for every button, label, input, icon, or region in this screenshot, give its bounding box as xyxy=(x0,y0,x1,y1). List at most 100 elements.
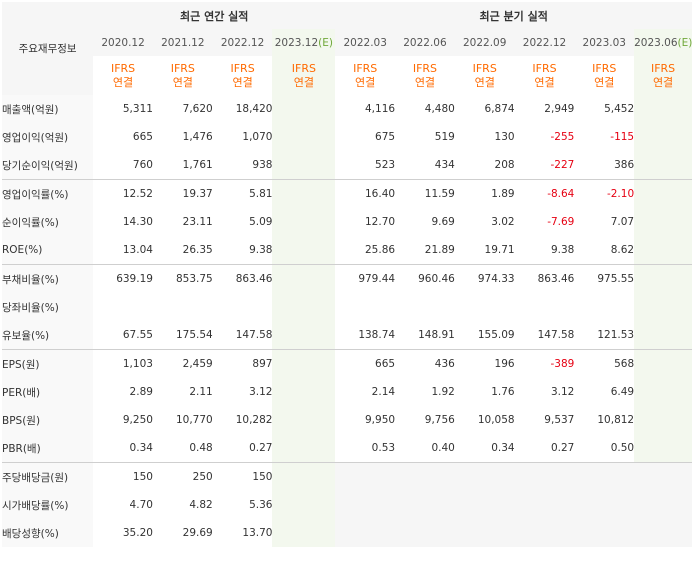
table-cell: 2.11 xyxy=(189,386,213,398)
financial-table-body: 매출액(억원) 5,311 7,620 18,420 4,116 4,480 6,874 2,… xyxy=(2,95,692,547)
table-cell: 0.40 xyxy=(395,434,455,463)
table-cell: 13.70 xyxy=(242,527,273,539)
row-label: 영업이익률(%) xyxy=(2,179,94,208)
table-cell xyxy=(454,462,515,491)
basis-header: IFRS 연결 xyxy=(93,56,153,95)
table-cell xyxy=(272,321,336,350)
table-cell: 148.91 xyxy=(395,321,455,350)
table-cell: 10,058 xyxy=(477,414,515,426)
estimate-mark: (E) xyxy=(318,36,333,49)
row-label: 영업이익(억원) xyxy=(2,123,94,151)
table-cell xyxy=(634,179,692,208)
basis-standard: IFRS xyxy=(230,61,255,75)
table-cell: 1.92 xyxy=(431,386,455,398)
table-cell: 760 xyxy=(93,151,153,180)
row-label: 당좌비율(%) xyxy=(2,293,94,321)
period-label: 2022.09 xyxy=(463,36,507,49)
period-header: 2023.03 xyxy=(574,29,635,56)
basis-standard: IFRS xyxy=(170,61,195,75)
table-cell: 0.34 xyxy=(454,434,515,463)
table-cell: -8.64 xyxy=(547,188,575,200)
table-cell xyxy=(272,406,336,434)
table-cell: 26.35 xyxy=(152,236,213,265)
basis-header: IFRS 연결 xyxy=(335,56,396,95)
table-cell: 6,874 xyxy=(484,103,515,115)
table-cell: 1,476 xyxy=(182,131,213,143)
period-header: 2022.06 xyxy=(395,29,455,56)
basis-scope: 연결 xyxy=(414,75,436,89)
table-cell: 9,756 xyxy=(424,414,455,426)
table-cell: 979.44 xyxy=(358,273,396,285)
table-cell: 147.58 xyxy=(212,321,273,350)
table-cell: -255 xyxy=(550,131,575,143)
table-cell xyxy=(395,293,455,321)
table-row: 유보율(%) 67.55 175.54 147.58 138.74 148.91 155.0… xyxy=(2,321,692,350)
table-cell xyxy=(514,491,575,519)
row-label: 당기순이익(억원) xyxy=(2,151,94,180)
table-cell xyxy=(634,462,692,491)
table-cell xyxy=(455,293,515,321)
table-cell: 250 xyxy=(192,471,213,483)
period-label: 2022.06 xyxy=(403,36,447,49)
table-cell: 434 xyxy=(395,151,455,180)
row-label: 시가배당률(%) xyxy=(2,491,94,519)
table-cell xyxy=(574,462,635,491)
table-cell: 9,250 xyxy=(122,414,153,426)
basis-header: IFRS 연결 xyxy=(514,56,575,95)
table-cell: 0.34 xyxy=(93,434,153,463)
table-cell: 150 xyxy=(252,471,273,483)
basis-standard: IFRS xyxy=(412,61,438,75)
basis-scope: 연결 xyxy=(172,75,193,89)
table-cell xyxy=(634,349,692,378)
table-cell: 5.09 xyxy=(249,216,273,228)
basis-standard: IFRS xyxy=(291,61,316,75)
quarter-group-header: 최근 분기 실적 xyxy=(335,2,692,29)
table-cell: 8.62 xyxy=(574,236,635,265)
table-row: PBR(배) 0.34 0.48 0.27 0.53 0.40 0.34 0.27 0.50 xyxy=(2,434,692,463)
table-cell: 0.53 xyxy=(335,434,396,463)
table-cell: 3.12 xyxy=(550,386,575,398)
table-cell: 3.02 xyxy=(491,216,515,228)
basis-scope: 연결 xyxy=(652,75,674,89)
basis-scope: 연결 xyxy=(112,75,134,89)
basis-scope: 연결 xyxy=(534,75,555,89)
table-cell: -2.10 xyxy=(606,188,635,200)
table-cell xyxy=(634,123,692,151)
table-cell: 897 xyxy=(252,358,273,370)
basis-header: IFRS 연결 xyxy=(212,56,273,95)
table-cell: 4.82 xyxy=(189,499,213,511)
table-cell xyxy=(634,406,692,434)
table-cell: 938 xyxy=(212,151,273,180)
table-cell: 16.40 xyxy=(365,188,396,200)
table-cell xyxy=(574,519,635,547)
table-cell xyxy=(634,151,692,180)
table-cell: 2,949 xyxy=(544,103,575,115)
table-cell: 121.53 xyxy=(574,321,635,350)
table-row: BPS(원) 9,250 10,770 10,282 9,950 9,756 10,058 9… xyxy=(2,406,692,434)
financial-table: 주요재무정보 최근 연간 실적 최근 분기 실적 2020.12 2021.12 2… xyxy=(2,2,692,547)
table-cell: 4,480 xyxy=(424,103,455,115)
table-cell xyxy=(213,293,273,321)
annual-group-header: 최근 연간 실적 xyxy=(93,2,336,29)
table-cell xyxy=(395,462,455,491)
table-cell: 519 xyxy=(434,131,455,143)
table-row: 순이익률(%) 14.30 23.11 5.09 12.70 9.69 3.02 -7.69 7… xyxy=(2,208,692,236)
table-cell xyxy=(634,491,692,519)
table-cell xyxy=(272,491,336,519)
table-cell xyxy=(395,519,455,547)
table-row: 시가배당률(%) 4.70 4.82 5.36 xyxy=(2,491,692,519)
table-cell: 675 xyxy=(375,131,396,143)
table-cell: 5,311 xyxy=(122,103,153,115)
row-label: 매출액(억원) xyxy=(2,95,94,123)
table-cell: 25.86 xyxy=(335,236,396,265)
table-cell: 2.89 xyxy=(129,386,153,398)
table-row: 배당성향(%) 35.20 29.69 13.70 xyxy=(2,519,692,547)
basis-scope: 연결 xyxy=(474,75,495,89)
table-cell: 0.27 xyxy=(514,434,575,463)
table-row: EPS(원) 1,103 2,459 897 665 436 196 -389 568 xyxy=(2,349,692,378)
table-cell: 4.70 xyxy=(129,499,153,511)
table-cell xyxy=(272,236,336,265)
table-cell xyxy=(335,491,396,519)
basis-standard: IFRS xyxy=(532,61,557,75)
table-cell: 3.12 xyxy=(249,386,273,398)
